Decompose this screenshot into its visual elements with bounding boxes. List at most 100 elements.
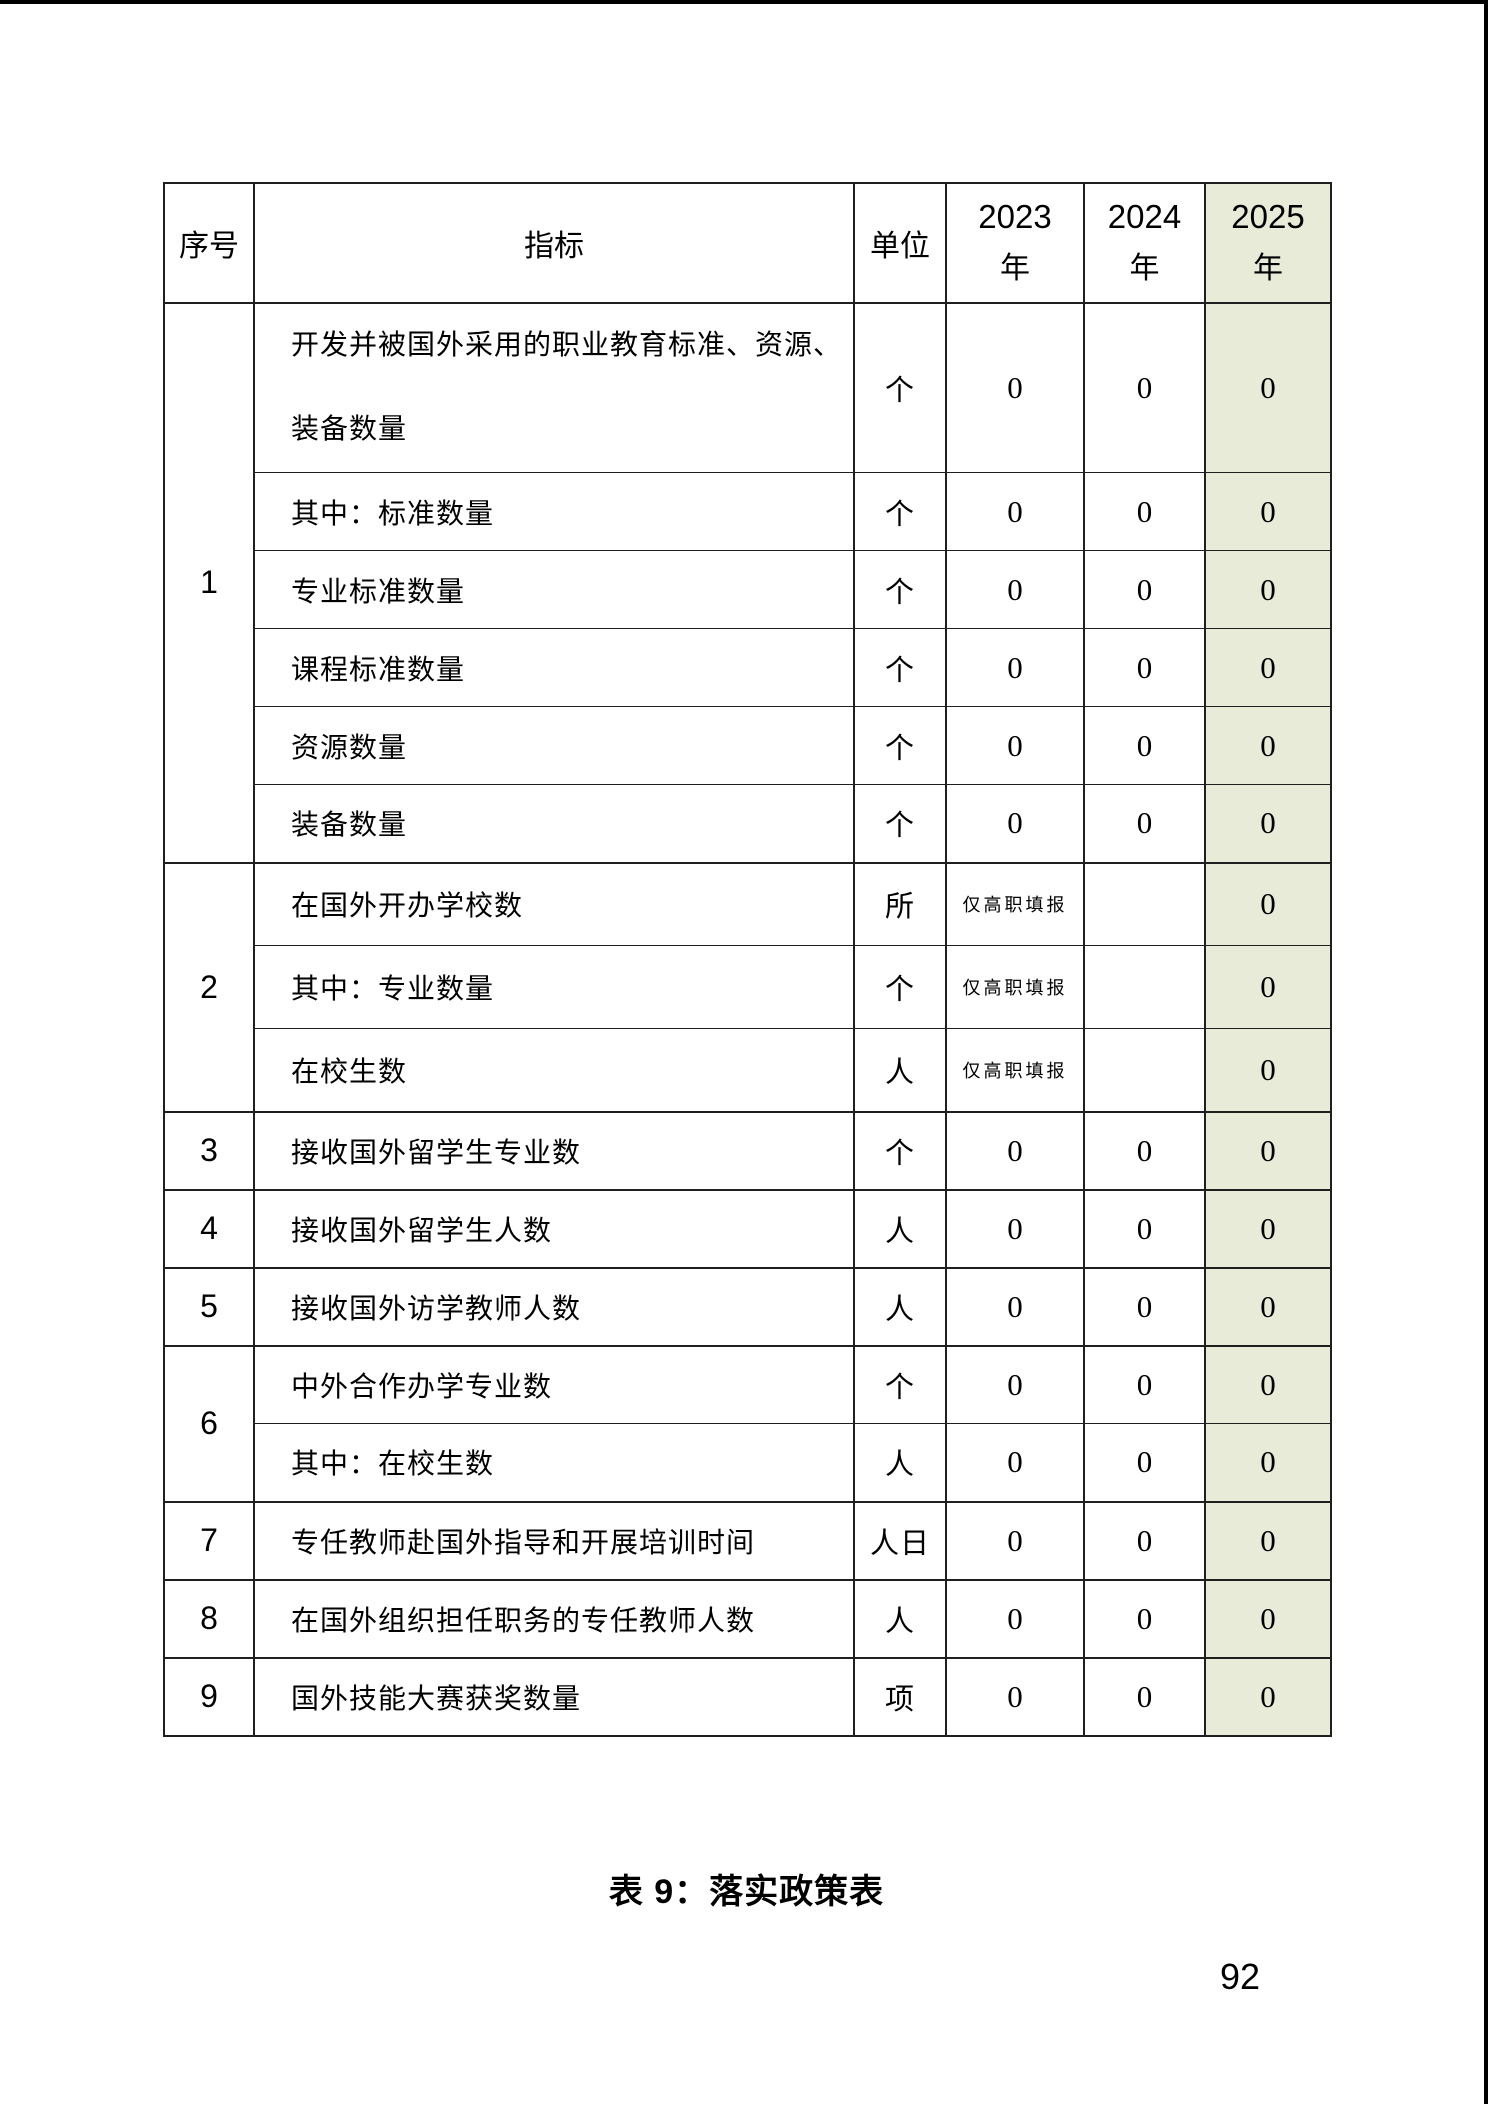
value-2023-cell: 仅高职填报 bbox=[945, 861, 1085, 946]
indicator-cell: 在国外开办学校数 bbox=[253, 861, 855, 946]
unit-cell: 个 bbox=[853, 550, 947, 629]
indicator-cell: 课程标准数量 bbox=[253, 628, 855, 707]
value-2023-cell: 0 bbox=[945, 1110, 1085, 1190]
value-2024-cell: 0 bbox=[1083, 472, 1206, 551]
table-row: 3 接收国外留学生专业数个 0 0 0 bbox=[163, 1110, 1332, 1190]
indicator-cell: 开发并被国外采用的职业教育标准、资源、装备数量 bbox=[253, 302, 855, 473]
value-2025-cell: 0 bbox=[1204, 1266, 1332, 1346]
unit-cell: 人 bbox=[853, 1028, 947, 1112]
unit-cell: 人 bbox=[853, 1423, 947, 1502]
table-header-row: 序号 指标 单位 2023 年 2024 年 2025 年 bbox=[163, 182, 1332, 304]
seq-cell: 2 bbox=[163, 861, 255, 1112]
indicator-cell: 在国外组织担任职务的专任教师人数 bbox=[253, 1578, 855, 1658]
value-2025-cell: 0 bbox=[1204, 1423, 1332, 1502]
value-2023-cell: 0 bbox=[945, 784, 1085, 863]
unit-cell: 个 bbox=[853, 1344, 947, 1424]
table-row: 2 在国外开办学校数所仅高职填报 0 bbox=[163, 861, 1332, 1112]
value-2025-cell: 0 bbox=[1204, 628, 1332, 707]
indicator-cell: 专任教师赴国外指导和开展培训时间 bbox=[253, 1500, 855, 1580]
value-2023-cell: 0 bbox=[945, 1188, 1085, 1268]
unit-cell: 个 bbox=[853, 472, 947, 551]
value-2024-cell: 0 bbox=[1083, 302, 1206, 473]
header-unit: 单位 bbox=[853, 182, 947, 304]
year-2023-label: 2023 bbox=[978, 198, 1052, 235]
seq-cell: 6 bbox=[163, 1344, 255, 1502]
indicator-cell: 装备数量 bbox=[253, 784, 855, 863]
value-2024-cell: 0 bbox=[1083, 1423, 1206, 1502]
seq-cell: 4 bbox=[163, 1188, 255, 1268]
value-2025-cell: 0 bbox=[1204, 302, 1332, 473]
header-seq: 序号 bbox=[163, 182, 255, 304]
value-2023-cell: 0 bbox=[945, 302, 1085, 473]
value-2024-cell: 0 bbox=[1083, 1656, 1206, 1737]
value-2023-cell: 0 bbox=[945, 472, 1085, 551]
table-row: 其中：专业数量个仅高职填报 0 bbox=[164, 945, 1332, 1029]
table-row: 6 中外合作办学专业数个 0 0 0 bbox=[163, 1344, 1332, 1502]
value-2023-cell: 0 bbox=[945, 1500, 1085, 1580]
unit-cell: 个 bbox=[853, 628, 947, 707]
value-2025-cell: 0 bbox=[1204, 472, 1332, 551]
year-2025-label: 2025 bbox=[1231, 198, 1305, 235]
unit-cell: 人 bbox=[853, 1266, 947, 1346]
table-row: 8 在国外组织担任职务的专任教师人数人 0 0 0 bbox=[163, 1578, 1332, 1658]
unit-cell: 人 bbox=[853, 1578, 947, 1658]
value-2023-cell: 0 bbox=[945, 550, 1085, 629]
unit-cell: 人 bbox=[853, 1188, 947, 1268]
value-2024-cell bbox=[1083, 1028, 1206, 1112]
value-2025-cell: 0 bbox=[1204, 706, 1332, 785]
value-2024-cell: 0 bbox=[1083, 1266, 1206, 1346]
table-row: 在校生数人仅高职填报 0 bbox=[164, 1028, 1332, 1112]
unit-cell: 项 bbox=[853, 1656, 947, 1737]
indicator-cell: 接收国外留学生人数 bbox=[253, 1188, 855, 1268]
value-2025-cell: 0 bbox=[1204, 945, 1332, 1029]
year-2024-label: 2024 bbox=[1107, 198, 1182, 235]
table-row: 7 专任教师赴国外指导和开展培训时间 人日 0 0 0 bbox=[163, 1500, 1332, 1580]
table-row: 专业标准数量个 0 0 0 bbox=[164, 550, 1332, 629]
indicator-cell: 接收国外访学教师人数 bbox=[253, 1266, 855, 1346]
table-row: 4 接收国外留学生人数人 0 0 0 bbox=[163, 1188, 1332, 1268]
unit-cell: 个 bbox=[853, 784, 947, 863]
value-2024-cell: 0 bbox=[1083, 1344, 1206, 1424]
indicators-table: 序号 指标 单位 2023 年 2024 年 2025 年 1 开发并被国外采用的… bbox=[163, 182, 1332, 1737]
value-2025-cell: 0 bbox=[1204, 1500, 1332, 1580]
value-2025-cell: 0 bbox=[1204, 1578, 1332, 1658]
value-2025-cell: 0 bbox=[1204, 550, 1332, 629]
value-2025-cell: 0 bbox=[1204, 1656, 1332, 1737]
indicator-cell: 接收国外留学生专业数 bbox=[253, 1110, 855, 1190]
table-row: 1 开发并被国外采用的职业教育标准、资源、装备数量个 0 0 0 bbox=[163, 302, 1332, 863]
unit-cell: 人日 bbox=[853, 1500, 947, 1580]
header-indicator: 指标 bbox=[253, 182, 855, 304]
seq-cell: 5 bbox=[163, 1266, 255, 1346]
table-caption: 表 9：落实政策表 bbox=[608, 1873, 885, 1911]
value-2023-cell: 仅高职填报 bbox=[945, 945, 1085, 1029]
value-2023-cell: 0 bbox=[945, 1266, 1085, 1346]
table-row: 资源数量个 0 0 0 bbox=[164, 706, 1332, 785]
value-2025-cell: 0 bbox=[1204, 784, 1332, 863]
table-row: 5 接收国外访学教师人数人 0 0 0 bbox=[163, 1266, 1332, 1346]
indicator-cell: 专业标准数量 bbox=[253, 550, 855, 629]
value-2024-cell: 0 bbox=[1083, 550, 1206, 629]
value-2025-cell: 0 bbox=[1204, 1110, 1332, 1190]
value-2024-cell: 0 bbox=[1083, 706, 1206, 785]
value-2023-cell: 0 bbox=[945, 1344, 1085, 1424]
header-year-2024: 2024 年 bbox=[1083, 182, 1206, 304]
table-row: 9 国外技能大赛获奖数量项 0 0 0 bbox=[163, 1656, 1332, 1737]
table-row: 装备数量个 0 0 0 bbox=[164, 784, 1332, 863]
page-number: 92 bbox=[1220, 1956, 1261, 1997]
unit-cell: 个 bbox=[853, 302, 947, 473]
value-2024-cell: 0 bbox=[1083, 1578, 1206, 1658]
value-2023-cell: 0 bbox=[945, 1656, 1085, 1737]
value-2023-cell: 仅高职填报 bbox=[945, 1028, 1085, 1112]
table-row: 课程标准数量个 0 0 0 bbox=[164, 628, 1332, 707]
value-2024-cell: 0 bbox=[1083, 1500, 1206, 1580]
value-2024-cell bbox=[1083, 861, 1206, 946]
seq-cell: 1 bbox=[163, 302, 255, 863]
value-2024-cell: 0 bbox=[1083, 628, 1206, 707]
seq-cell: 8 bbox=[163, 1578, 255, 1658]
header-year-2023: 2023 年 bbox=[945, 182, 1085, 304]
indicator-cell: 在校生数 bbox=[253, 1028, 855, 1112]
value-2023-cell: 0 bbox=[945, 1578, 1085, 1658]
table-row: 其中：标准数量个 0 0 0 bbox=[164, 472, 1332, 551]
value-2024-cell bbox=[1083, 945, 1206, 1029]
